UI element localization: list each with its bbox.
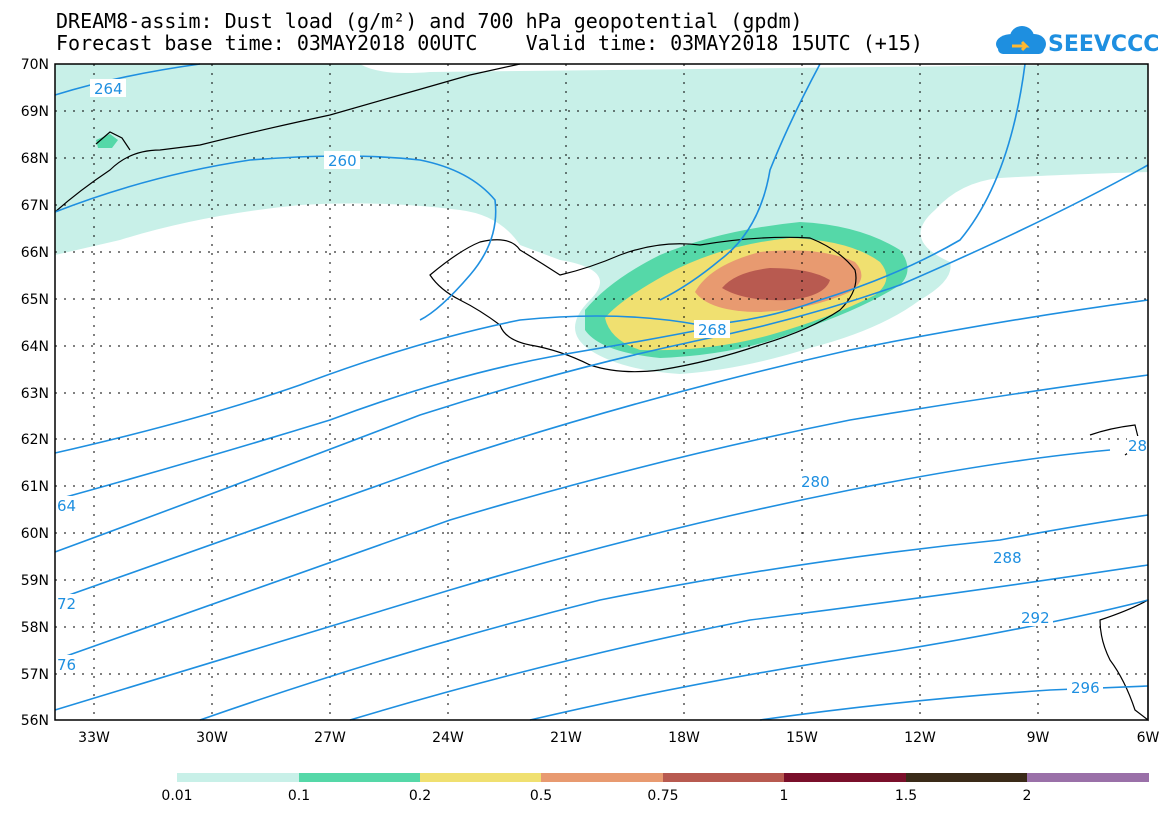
contour-label: 72 (57, 595, 76, 613)
colorbar-segment (663, 773, 784, 782)
lat-label: 56N (21, 713, 49, 729)
contour-label: 268 (698, 321, 727, 339)
lat-label: 61N (21, 479, 49, 495)
lat-label: 68N (21, 151, 49, 167)
map-title: DREAM8-assim: Dust load (g/m²) and 700 h… (56, 9, 803, 33)
lon-label: 18W (668, 730, 700, 746)
lon-label: 6W (1137, 730, 1160, 746)
colorbar-label: 0.75 (647, 788, 678, 804)
lat-label: 67N (21, 198, 49, 214)
map-frame (54, 63, 1149, 721)
contour-label: 280 (801, 473, 830, 491)
lat-label: 58N (21, 620, 49, 636)
colorbar-label: 0.5 (530, 788, 552, 804)
contour-label: 296 (1071, 679, 1100, 697)
lon-label: 24W (432, 730, 464, 746)
lat-label: 64N (21, 339, 49, 355)
contour-label: 288 (993, 549, 1022, 567)
lon-label: 9W (1027, 730, 1050, 746)
lon-label: 33W (78, 730, 110, 746)
contour-label: 264 (94, 80, 123, 98)
colorbar-segment (906, 773, 1027, 782)
lon-label: 30W (196, 730, 228, 746)
graticule (55, 64, 1148, 720)
lon-label: 27W (314, 730, 346, 746)
lat-label: 60N (21, 526, 49, 542)
contour-label: 76 (57, 656, 76, 674)
lat-label: 63N (21, 386, 49, 402)
seevccc-logo: SEEVCCC (996, 26, 1159, 57)
latitude-labels: 70N 69N 68N 67N 66N 65N 64N 63N 62N 61N … (21, 57, 49, 729)
colorbar-segment (420, 773, 541, 782)
colorbar-segment (1027, 773, 1149, 782)
lon-label: 12W (904, 730, 936, 746)
colorbar-label: 2 (1023, 788, 1032, 804)
lat-label: 66N (21, 245, 49, 261)
colorbar-label: 0.2 (409, 788, 431, 804)
lat-label: 57N (21, 667, 49, 683)
lat-label: 69N (21, 104, 49, 120)
contour-labels: 264 260 268 280 288 292 296 64 72 76 28 (55, 79, 1148, 697)
lon-label: 21W (550, 730, 582, 746)
colorbar-segment (541, 773, 663, 782)
longitude-labels: 33W 30W 27W 24W 21W 18W 15W 12W 9W 6W (78, 730, 1159, 746)
colorbar-segment (177, 773, 299, 782)
contour-label: 28 (1128, 437, 1147, 455)
dust-area-brown (722, 268, 830, 301)
coastlines (54, 63, 1149, 722)
colorbar: 0.01 0.1 0.2 0.5 0.75 1 1.5 2 (161, 773, 1149, 804)
contour-label: 64 (57, 497, 76, 515)
lon-label: 15W (786, 730, 818, 746)
geopotential-contours (54, 63, 1149, 721)
contour-label: 260 (328, 152, 357, 170)
lat-label: 70N (21, 57, 49, 73)
colorbar-label: 0.01 (161, 788, 192, 804)
map-subtitle: Forecast base time: 03MAY2018 00UTC Vali… (56, 31, 923, 55)
logo-text: SEEVCCC (1048, 32, 1159, 57)
colorbar-label: 0.1 (288, 788, 310, 804)
lat-label: 59N (21, 573, 49, 589)
contour-label: 292 (1021, 609, 1050, 627)
lat-label: 62N (21, 432, 49, 448)
colorbar-segment (299, 773, 420, 782)
colorbar-label: 1.5 (895, 788, 917, 804)
colorbar-segment (784, 773, 906, 782)
lat-label: 65N (21, 292, 49, 308)
cloud-icon (996, 26, 1046, 54)
colorbar-label: 1 (780, 788, 789, 804)
